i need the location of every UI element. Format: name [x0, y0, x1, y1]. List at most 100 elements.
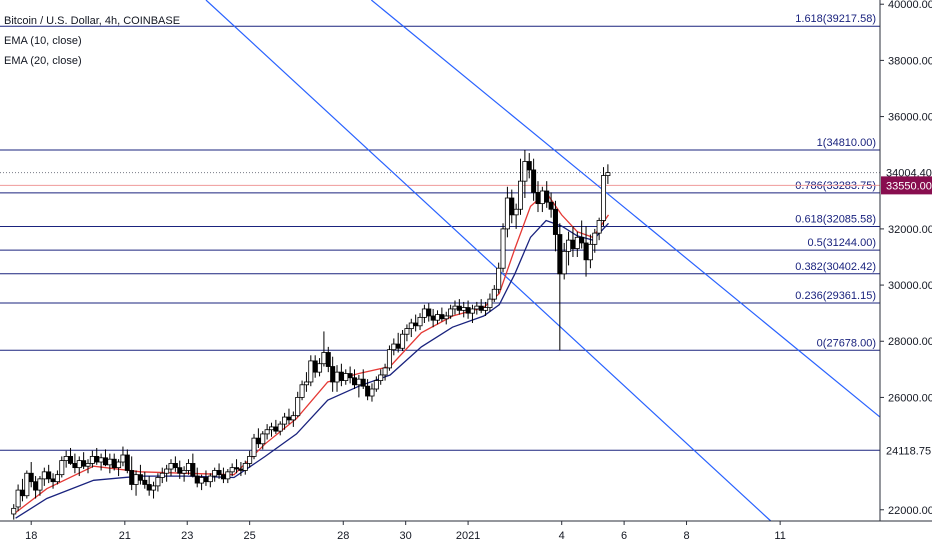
candle [81, 452, 87, 470]
candle-body [216, 470, 222, 476]
candle-body [518, 180, 524, 210]
candle [417, 313, 423, 331]
candle-body [478, 305, 484, 311]
trend-line-2 [370, 0, 881, 418]
candle [548, 192, 554, 218]
candle-body [120, 454, 126, 463]
candle [400, 330, 406, 352]
candle-body [277, 423, 283, 432]
candle [19, 478, 25, 502]
candle-body [443, 315, 449, 320]
candle-body [338, 371, 344, 381]
y-axis[interactable]: 40000.00 38000.00 36000.00 32000.00 30000.00… [879, 0, 932, 550]
candle [601, 167, 607, 227]
candle [299, 380, 305, 401]
candle [290, 411, 296, 427]
candle [277, 421, 283, 436]
candle [408, 318, 414, 338]
candle-body [273, 426, 279, 432]
candle-body [535, 191, 541, 205]
candle-body [107, 458, 113, 466]
candle [24, 470, 30, 499]
ema-lines [15, 191, 610, 519]
candle [190, 453, 196, 478]
candle-body [509, 197, 515, 216]
candle-body [260, 433, 266, 445]
candle-body [321, 352, 327, 365]
candle-body [531, 169, 537, 193]
horizontal-lines [0, 172, 880, 451]
candle [343, 369, 349, 385]
legend-symbol[interactable]: Bitcoin / U.S. Dollar, 4h, COINBASE [4, 15, 181, 27]
candle-body [159, 472, 165, 478]
candle-body [548, 201, 554, 210]
candle [500, 223, 506, 273]
candle [216, 463, 222, 479]
fib-levels: 1.618(39217.58)1(34810.00)0.786(33283.75… [0, 13, 880, 351]
candle [203, 470, 209, 486]
candle-body [151, 485, 157, 491]
candle [137, 464, 143, 485]
candle [605, 164, 611, 184]
candle [474, 301, 480, 315]
candle [133, 470, 139, 496]
candle-body [500, 228, 506, 269]
x-tick-label: 21 [119, 530, 131, 542]
x-axis[interactable]: 18 21 23 25 28 30 2021 4 6 8 11 [0, 520, 932, 550]
candle [212, 467, 218, 482]
x-tick-label: 28 [337, 530, 349, 542]
candle-body [81, 460, 87, 467]
candle-body [11, 507, 17, 515]
candle [11, 504, 17, 520]
x-tick-label: 2021 [456, 530, 480, 542]
candle-body [220, 474, 226, 480]
candle-body [426, 308, 432, 317]
candle-body [587, 243, 593, 261]
candle [181, 466, 187, 482]
candle-body [251, 437, 257, 457]
candle-body [282, 416, 288, 425]
candle-body [85, 463, 91, 467]
legend-ema10[interactable]: EMA (10, close) [4, 35, 82, 47]
candle [142, 471, 148, 489]
candle [85, 459, 91, 474]
candle-body [408, 322, 414, 330]
candle [268, 422, 274, 437]
x-tick-label: 18 [25, 530, 37, 542]
candle [321, 331, 327, 367]
candle [33, 476, 39, 499]
candle [487, 293, 493, 312]
y-tick-label: 26000.00 [888, 392, 932, 404]
trend-lines [205, 0, 881, 522]
candle-body [469, 308, 475, 314]
candle-body [177, 467, 183, 474]
candle-body [46, 471, 52, 480]
x-axis-bg [0, 521, 932, 550]
ema10-line [15, 191, 610, 514]
candle-body [63, 456, 69, 462]
trend-line-1 [205, 0, 772, 522]
candle [430, 308, 436, 328]
candle-body [496, 267, 502, 290]
candle [334, 365, 340, 392]
candle-body [351, 377, 357, 386]
candle [207, 473, 213, 488]
candle [164, 464, 170, 482]
candle-body [37, 478, 43, 491]
candle-body [513, 208, 519, 216]
candle [469, 304, 475, 323]
candle-body [102, 457, 108, 466]
candle [146, 476, 152, 496]
candle-body [373, 380, 379, 390]
candle [448, 304, 454, 319]
candle-body [264, 429, 270, 435]
candle-body [448, 308, 454, 317]
candle [347, 366, 353, 384]
candle [273, 419, 279, 434]
candle [282, 412, 288, 430]
candle [124, 449, 130, 474]
candle-body [491, 288, 497, 300]
legend-ema20[interactable]: EMA (20, close) [4, 55, 82, 67]
candle-body [461, 307, 467, 311]
